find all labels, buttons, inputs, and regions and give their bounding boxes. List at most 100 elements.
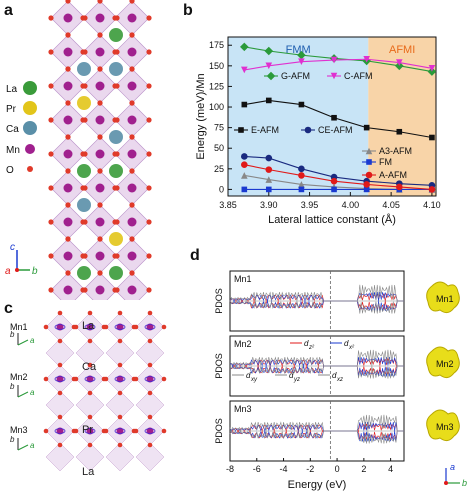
e-afm-point (396, 128, 403, 135)
o-atom (117, 442, 123, 448)
o-atom (48, 253, 54, 259)
pdos-x-title: Energy (eV) (288, 479, 347, 491)
mn-atom (95, 183, 105, 193)
mn-atom (63, 285, 73, 295)
orbital (84, 324, 96, 330)
mn-atom (127, 47, 137, 57)
octahedra-layers (43, 310, 167, 472)
mn-atom (63, 13, 73, 23)
c-afm-point (298, 58, 305, 66)
legend-c-afm-point (330, 72, 338, 80)
o-atom (97, 270, 103, 276)
o-atom (87, 390, 93, 396)
o-atom (112, 151, 118, 157)
pdos-subplot-1: Mn1 PDOS (214, 270, 405, 332)
pdos-subplot-label: Mn1 (234, 274, 252, 284)
a-site-atom (109, 62, 123, 76)
legend-g-afm-label: G-AFM (281, 71, 310, 81)
mn-atom (63, 115, 73, 125)
phase-region-fmm (228, 37, 369, 196)
o-atom (48, 151, 54, 157)
o-atom (57, 390, 63, 396)
mn-atom (146, 427, 154, 435)
energy-chart: FMM AFMI 3.85 3.90 3.95 4.00 4.05 4.10 0 25 50 75 1… (195, 36, 441, 226)
orbital (114, 376, 126, 382)
o-atom (80, 253, 86, 259)
o-atom (97, 168, 103, 174)
mn-atom (95, 251, 105, 261)
o-atom (48, 219, 54, 225)
axis-a-label: a (5, 266, 11, 277)
o-atom (147, 310, 153, 316)
o-atom (117, 362, 123, 368)
o-atom (129, 236, 135, 242)
a-afm-point (395, 183, 403, 191)
o-atom (161, 376, 167, 382)
o-atom (48, 185, 54, 191)
orbital (54, 324, 66, 330)
pdos-curve-down (229, 430, 404, 442)
o-atom (97, 66, 103, 72)
a-site-atom (77, 266, 91, 280)
o-atom (117, 414, 123, 420)
o-atom (161, 428, 167, 434)
o-atom (97, 202, 103, 208)
o-atom (112, 185, 118, 191)
o-atom (65, 0, 71, 4)
legend-pr-label: Pr (6, 104, 17, 115)
legend-ce-afm: CE-AFM (301, 125, 353, 135)
mn-atom (127, 81, 137, 91)
mn-atom (127, 115, 137, 125)
o-atom (146, 15, 152, 21)
pdos-subplot-label: Mn2 (234, 339, 252, 349)
octahedron (135, 442, 165, 472)
legend-e-afm-label: E-AFM (251, 125, 279, 135)
o-atom (57, 414, 63, 420)
orbital-legend-subscript: x² (348, 345, 355, 351)
c-afm-point (265, 62, 273, 70)
axis-b-label: b (32, 266, 38, 277)
orbital-legend-label: d (289, 371, 294, 380)
a3-afm-point (241, 172, 248, 179)
o-atom (73, 428, 79, 434)
mn-atom (63, 47, 73, 57)
pdos-y-title: PDOS (214, 418, 224, 444)
legend-la-label: La (6, 84, 18, 95)
o-atom (129, 270, 135, 276)
e-afm-point (265, 97, 272, 104)
orbital-legend-subscript: z² (308, 345, 315, 351)
o-atom (57, 338, 63, 344)
ce-afm-point (265, 154, 273, 162)
layer-la-bottom: La (82, 466, 95, 478)
legend-ca-atom (23, 121, 37, 135)
mn-atom (127, 285, 137, 295)
o-atom (129, 0, 135, 4)
o-atom (43, 428, 49, 434)
o-atom (73, 324, 79, 330)
a-site-atom (77, 62, 91, 76)
o-atom (80, 287, 86, 293)
pdos-curve-up (229, 414, 404, 432)
mn-atom (127, 217, 137, 227)
y-tick-label: 100 (209, 102, 224, 112)
o-atom (147, 442, 153, 448)
mn-atom (95, 115, 105, 125)
legend-c-afm-label: C-AFM (344, 71, 373, 81)
legend-mn-atom (25, 144, 35, 154)
legend-g-afm: G-AFM (264, 71, 310, 81)
y-axis-title: Energy (meV)/Mn (195, 73, 207, 159)
legend-o-atom (27, 166, 33, 172)
o-atom (147, 362, 153, 368)
o-atom (87, 414, 93, 420)
a-afm-point (330, 177, 338, 185)
pdos-curve-down (229, 429, 404, 441)
o-atom (117, 390, 123, 396)
pdos-x-tick: 0 (335, 464, 340, 474)
orbital-legend-subscript: xz (336, 377, 343, 383)
o-atom (65, 32, 71, 38)
pdos-curve-down (229, 300, 404, 314)
e-afm-point (429, 134, 435, 141)
o-atom (129, 134, 135, 140)
o-atom (146, 49, 152, 55)
o-atom (117, 310, 123, 316)
